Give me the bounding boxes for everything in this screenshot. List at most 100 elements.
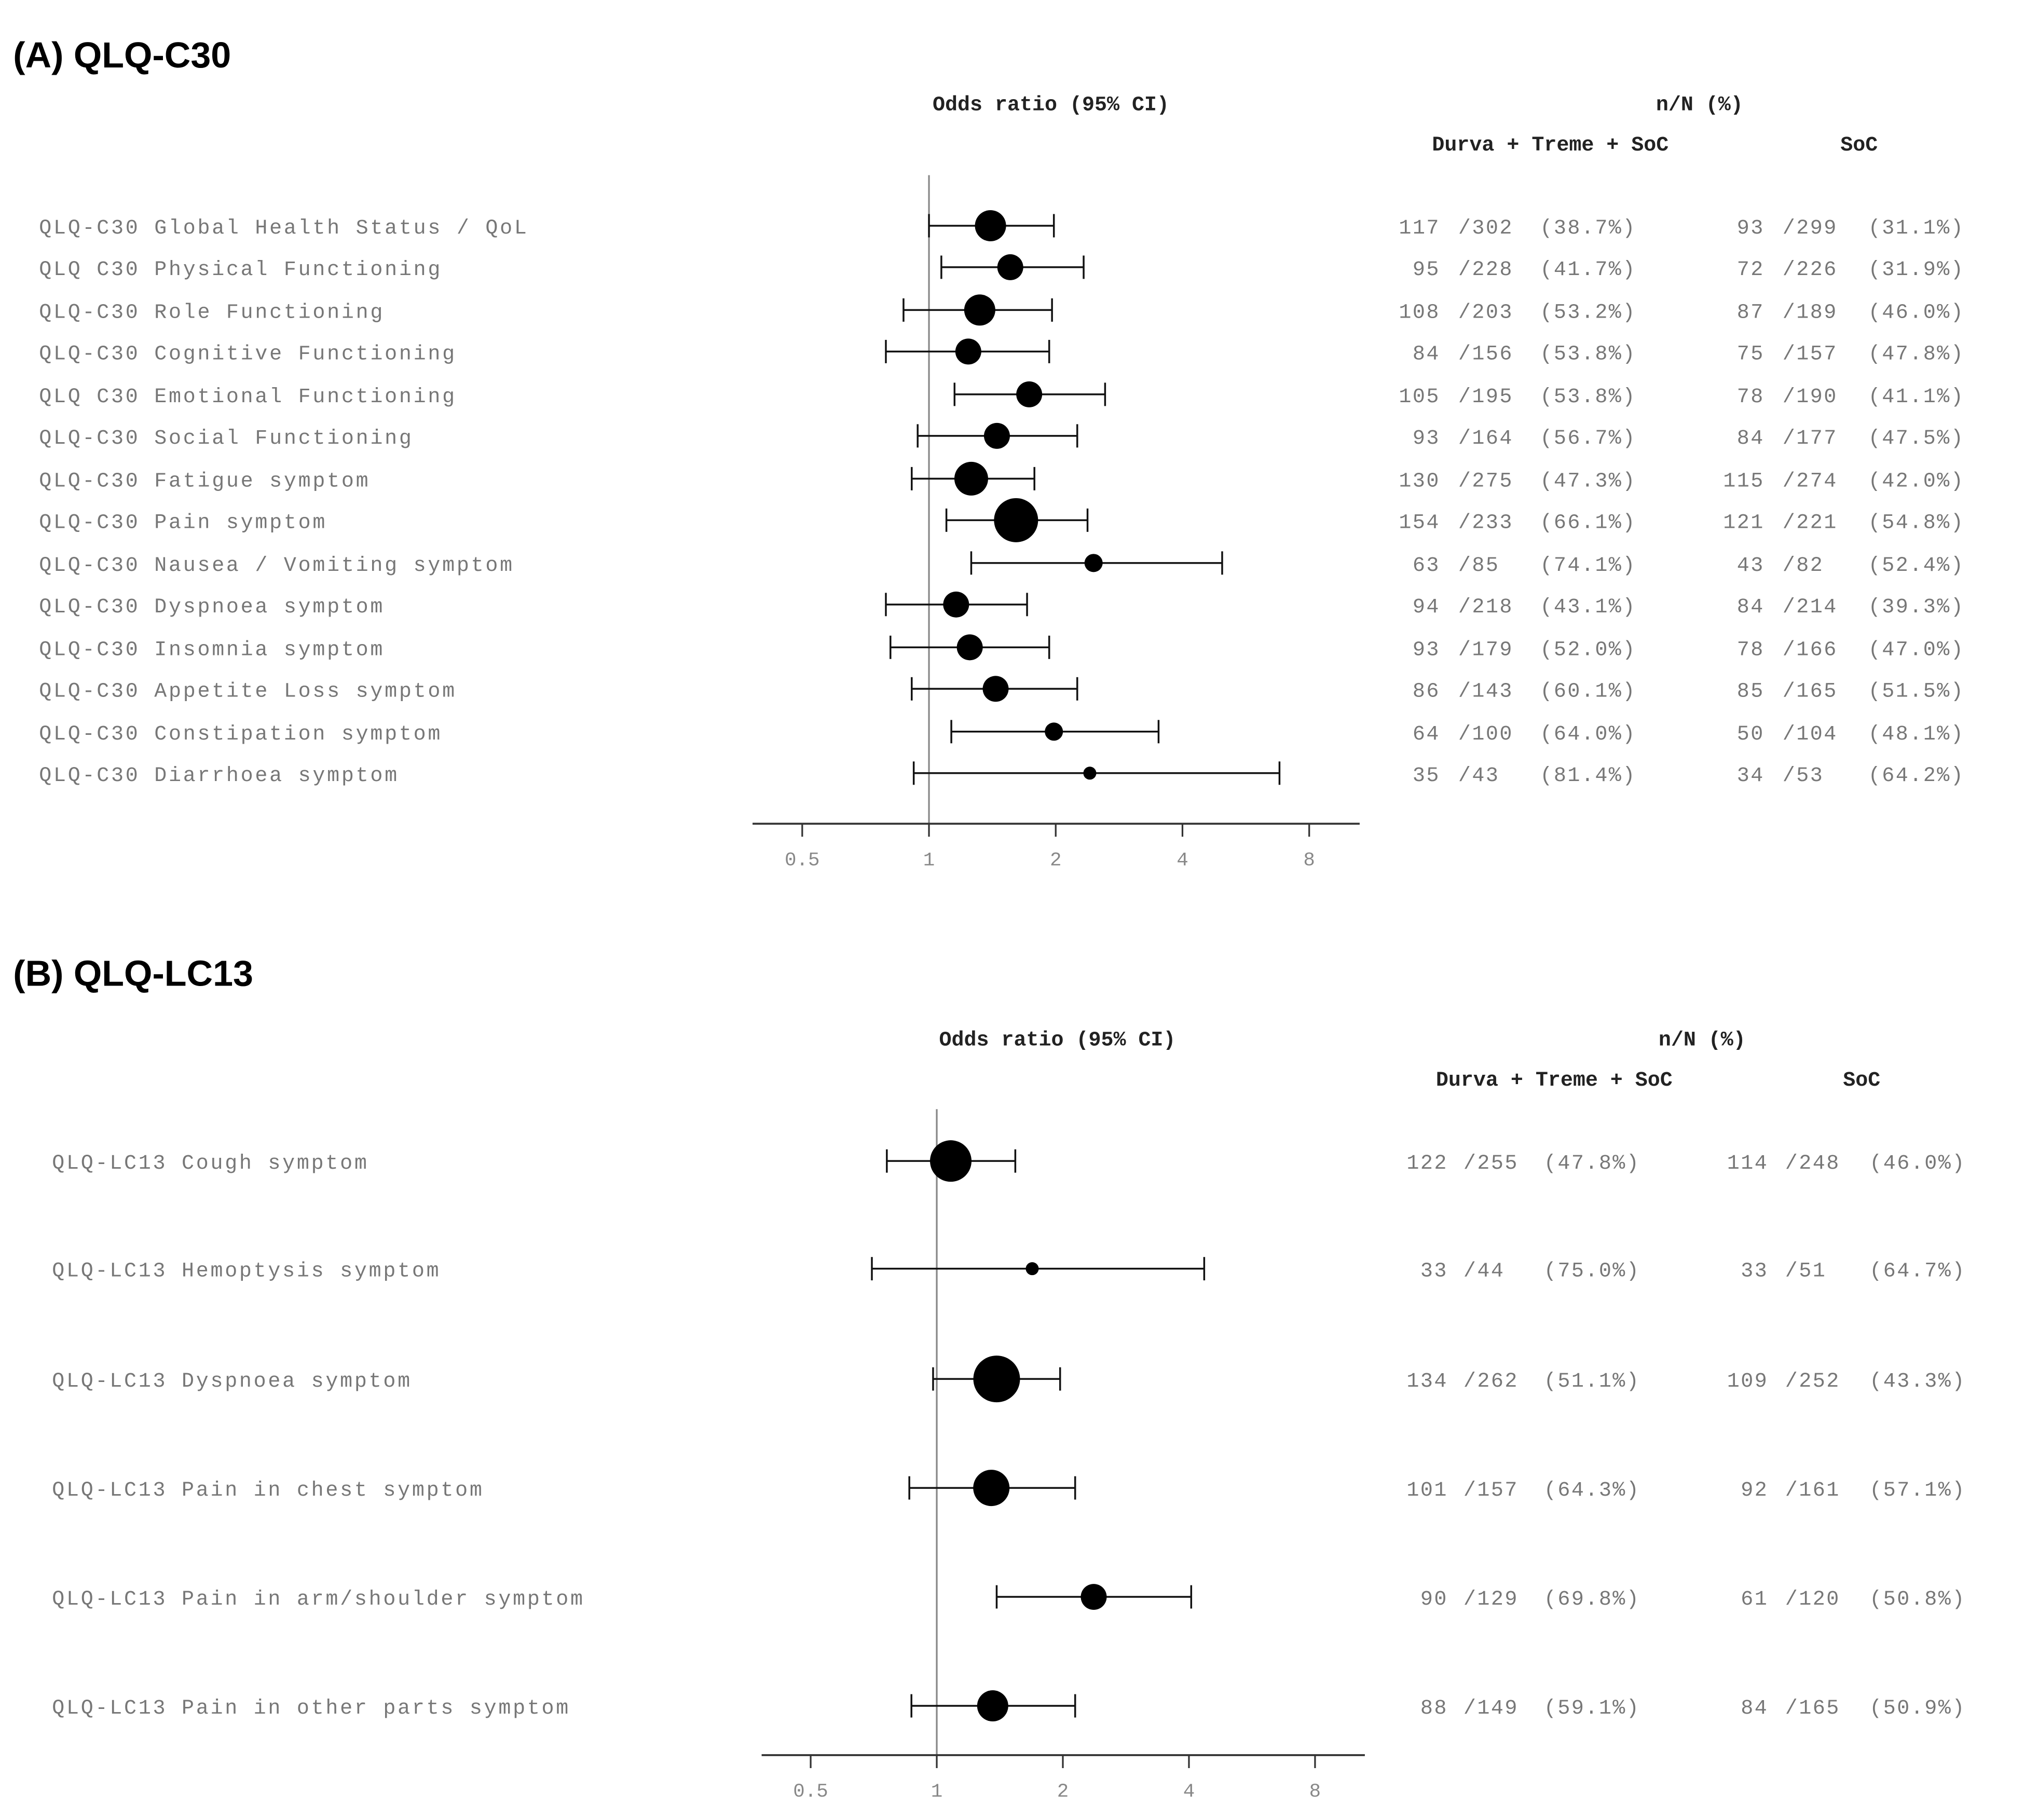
row-label: QLQ-LC13 Dyspnoea symptom xyxy=(52,1370,412,1393)
g2-n: 43 xyxy=(1737,554,1765,578)
g1-percent: (47.8%) xyxy=(1544,1152,1640,1175)
g1-percent: (64.0%) xyxy=(1540,723,1636,746)
g1-n: 88 xyxy=(1420,1697,1448,1720)
table-header: n/N (%) xyxy=(1656,93,1743,117)
g2-n: 34 xyxy=(1737,764,1765,788)
g1-percent: (56.7%) xyxy=(1540,427,1636,450)
forest-row: QLQ-LC13 Dyspnoea symptom 134/262 (51.1%) 1… xyxy=(52,1356,1965,1403)
g2-percent: (46.0%) xyxy=(1868,301,1964,324)
g1-n: 35 xyxy=(1413,764,1440,788)
g2-n: 75 xyxy=(1737,343,1765,366)
g1-percent: (75.0%) xyxy=(1544,1260,1640,1283)
g1-percent: (51.1%) xyxy=(1544,1370,1640,1393)
g2-percent: (39.3%) xyxy=(1868,596,1964,619)
forest-row: QLQ-C30 Dyspnoea symptom 94/218 (43.1%) 84 /… xyxy=(39,591,1964,619)
g2-percent: (31.9%) xyxy=(1868,258,1964,282)
g1-percent: (38.7%) xyxy=(1540,217,1636,240)
row-label: QLQ-C30 Diarrhoea symptom xyxy=(39,764,399,788)
g2-n: 84 xyxy=(1741,1697,1768,1720)
g2-n: 114 xyxy=(1727,1152,1768,1175)
x-axis-label: Odds ratio (95% CI) xyxy=(933,93,1169,117)
odds-ratio-point xyxy=(1016,381,1043,407)
g2-percent: (51.5%) xyxy=(1868,680,1964,703)
g1-total: /179 xyxy=(1458,638,1513,662)
g1-n: 94 xyxy=(1413,596,1440,619)
forest-row: QLQ-C30 Constipation symptom 64/100 (64.0%… xyxy=(39,720,1963,746)
forest-row: QLQ-C30 Social Functioning 93/164 (56.7%) 8… xyxy=(39,422,1963,450)
g1-total: /149 xyxy=(1464,1697,1519,1720)
odds-ratio-point xyxy=(994,498,1038,542)
panel-title: (A) QLQ-C30 xyxy=(13,35,231,75)
x-tick-label: 1 xyxy=(923,850,935,871)
g2-n: 87 xyxy=(1737,301,1765,324)
g2-n: 93 xyxy=(1737,217,1765,240)
g1-percent: (60.1%) xyxy=(1540,680,1636,703)
g1-percent: (41.7%) xyxy=(1540,258,1636,282)
g2-n: 72 xyxy=(1737,258,1765,282)
g2-n: 92 xyxy=(1741,1479,1768,1502)
g1-total: /203 xyxy=(1458,301,1513,324)
g2-total: /104 xyxy=(1783,723,1838,746)
g2-total: /120 xyxy=(1785,1588,1840,1611)
x-tick-label: 8 xyxy=(1309,1781,1321,1803)
g2-total: /226 xyxy=(1783,258,1838,282)
g2-total: /248 xyxy=(1785,1152,1840,1175)
g1-n: 130 xyxy=(1399,470,1440,493)
g1-total: /262 xyxy=(1464,1370,1519,1393)
x-tick-label: 4 xyxy=(1177,850,1188,871)
forest-row: QLQ-C30 Role Functioning 108/203 (53.2%) 87… xyxy=(39,294,1964,326)
g2-n: 78 xyxy=(1737,386,1765,409)
g2-total: /252 xyxy=(1785,1370,1840,1393)
g1-total: /164 xyxy=(1458,427,1513,450)
row-label: QLQ-C30 Cognitive Functioning xyxy=(39,343,457,366)
g1-total: /44 xyxy=(1464,1260,1505,1283)
g2-total: /299 xyxy=(1783,217,1838,240)
odds-ratio-point xyxy=(975,210,1006,241)
forest-row: QLQ-C30 Global Health Status / QoL 117/30… xyxy=(39,210,1963,241)
g1-n: 101 xyxy=(1406,1479,1447,1502)
g1-percent: (43.1%) xyxy=(1540,596,1636,619)
panel-title: (B) QLQ-LC13 xyxy=(13,953,253,994)
table-header: n/N (%) xyxy=(1659,1029,1746,1052)
g1-n: 63 xyxy=(1413,554,1440,578)
odds-ratio-point xyxy=(954,461,988,496)
g1-n: 105 xyxy=(1399,386,1440,409)
g2-total: /214 xyxy=(1783,596,1838,619)
x-tick-label: 1 xyxy=(931,1781,943,1803)
g1-total: /85 xyxy=(1458,554,1499,578)
g1-total: /218 xyxy=(1458,596,1513,619)
g2-percent: (52.4%) xyxy=(1868,554,1964,578)
g1-total: /157 xyxy=(1464,1479,1519,1502)
g1-total: /143 xyxy=(1458,680,1513,703)
row-label: QLQ-C30 Constipation symptom xyxy=(39,723,442,746)
g1-percent: (52.0%) xyxy=(1540,638,1636,662)
odds-ratio-point xyxy=(997,254,1023,280)
g1-n: 95 xyxy=(1413,258,1440,282)
forest-row: QLQ-C30 Cognitive Functioning 84/156 (53.8… xyxy=(39,338,1963,366)
forest-row: QLQ-LC13 Pain in other parts symptom 88/1… xyxy=(52,1690,1964,1722)
forest-row: QLQ-C30 Fatigue symptom 130/275 (47.3%) 115… xyxy=(39,461,1963,496)
g1-percent: (66.1%) xyxy=(1540,511,1636,535)
g1-percent: (47.3%) xyxy=(1540,470,1636,493)
odds-ratio-point xyxy=(930,1140,972,1182)
x-tick-label: 0.5 xyxy=(793,1781,828,1803)
g1-n: 84 xyxy=(1413,343,1440,366)
x-axis-label: Odds ratio (95% CI) xyxy=(939,1029,1176,1052)
g2-percent: (50.8%) xyxy=(1869,1588,1965,1611)
g2-total: /190 xyxy=(1783,386,1838,409)
group-label-soc: SoC xyxy=(1843,1069,1880,1092)
g2-total: /165 xyxy=(1783,680,1838,703)
row-label: QLQ-LC13 Pain in other parts symptom xyxy=(52,1697,570,1720)
x-tick-label: 8 xyxy=(1303,850,1315,871)
g2-total: /221 xyxy=(1783,511,1838,535)
odds-ratio-point xyxy=(955,338,981,365)
g1-percent: (53.8%) xyxy=(1540,343,1636,366)
g2-percent: (57.1%) xyxy=(1869,1479,1965,1502)
x-tick-label: 4 xyxy=(1183,1781,1195,1803)
forest-row: QLQ C30 Physical Functioning 95/228 (41.7%… xyxy=(39,254,1964,282)
forest-row: QLQ-LC13 Cough symptom 122/255 (47.8%) 114 /… xyxy=(52,1140,1964,1182)
g2-percent: (43.3%) xyxy=(1869,1370,1965,1393)
row-label: QLQ-C30 Dyspnoea symptom xyxy=(39,596,385,619)
odds-ratio-point xyxy=(983,422,1010,449)
